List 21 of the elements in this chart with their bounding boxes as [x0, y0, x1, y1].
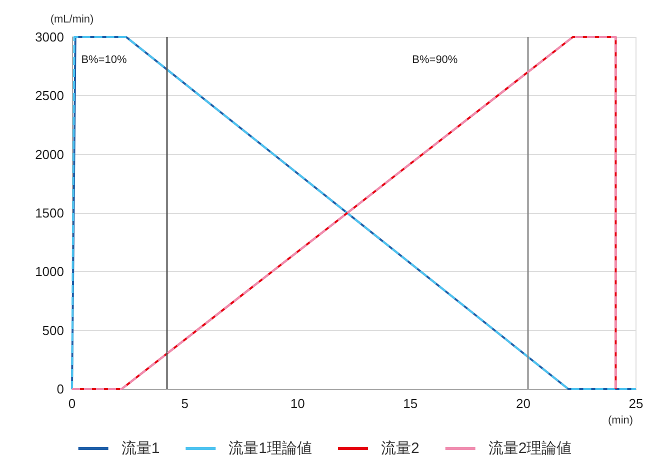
x-tick-label: 5 [181, 396, 188, 411]
y-tick-label: 2000 [35, 146, 64, 162]
annotation: B%=10% [81, 54, 127, 66]
y-tick-label: 1500 [35, 206, 64, 220]
x-axis-title: (min) [608, 414, 634, 426]
x-tick-label: 0 [68, 396, 76, 411]
legend-label: 流量2 [381, 440, 420, 457]
annotation: B%=90% [412, 54, 458, 66]
y-tick-label: 0 [56, 382, 64, 396]
x-tick-label: 25 [628, 396, 644, 411]
y-axis-title: (mL/min) [50, 14, 94, 26]
y-tick-label: 2500 [35, 88, 64, 104]
x-tick-label: 10 [290, 396, 305, 411]
legend-label: 流量1理論値 [228, 440, 312, 457]
legend-label: 流量2理論値 [488, 440, 572, 457]
y-tick-label: 1000 [35, 264, 64, 280]
legend-label: 流量1 [121, 440, 160, 457]
y-tick-label: 500 [42, 322, 64, 338]
y-tick-label: 3000 [35, 30, 64, 44]
x-tick-label: 15 [403, 396, 418, 411]
x-tick-label: 20 [516, 396, 530, 411]
